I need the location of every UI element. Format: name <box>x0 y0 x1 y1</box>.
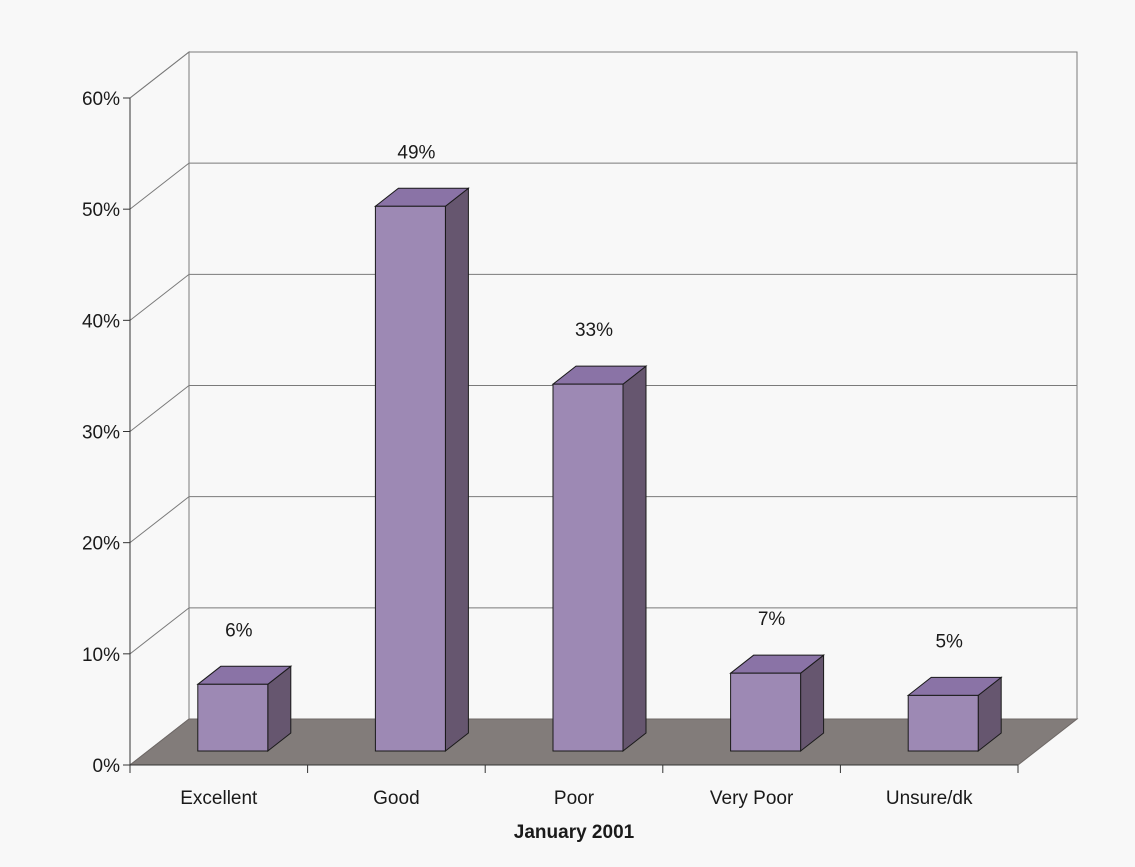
axes: 0% 10% 20% 30% 40% 50% 60% <box>82 89 1019 777</box>
bar <box>196 665 293 753</box>
y-tick-label: 30% <box>82 423 120 444</box>
bar-front <box>907 694 979 752</box>
labels: Excellent Good Poor Very Poor Unsure/dk 6% 49%… <box>180 142 973 809</box>
y-tick-label: 0% <box>93 756 121 777</box>
x-tick-label: Excellent <box>180 788 258 809</box>
data-label: 7% <box>758 609 786 630</box>
bar <box>373 187 470 753</box>
data-label: 6% <box>225 620 253 641</box>
gridline-side <box>129 385 190 432</box>
bar-front <box>730 672 802 752</box>
bar-front <box>197 683 269 752</box>
x-tick-label: Unsure/dk <box>886 788 973 809</box>
bar-front <box>374 205 446 752</box>
y-tick-label: 20% <box>82 534 120 555</box>
gridline-side <box>129 607 190 655</box>
data-label: 49% <box>397 142 435 163</box>
y-tick-label: 40% <box>82 311 120 332</box>
bar <box>729 654 826 753</box>
x-tick-label: Very Poor <box>710 788 794 809</box>
bars <box>196 187 1003 753</box>
x-tick-label: Good <box>373 788 419 809</box>
y-tick-label: 10% <box>82 645 120 666</box>
gridline-side <box>129 162 190 210</box>
bar-front <box>552 383 624 752</box>
bar-side <box>444 187 469 753</box>
y-tick-label: 50% <box>82 200 120 221</box>
y-tick-label: 60% <box>82 89 120 110</box>
data-label: 33% <box>575 320 613 341</box>
gridline-side <box>129 273 190 321</box>
bar-side <box>622 365 647 753</box>
bar <box>906 676 1003 753</box>
data-label: 5% <box>935 631 963 652</box>
gridline-side <box>129 496 190 544</box>
x-axis-title: January 2001 <box>514 822 635 843</box>
gridline-side <box>129 51 190 99</box>
x-tick-label: Poor <box>554 788 595 809</box>
bar <box>551 365 648 753</box>
